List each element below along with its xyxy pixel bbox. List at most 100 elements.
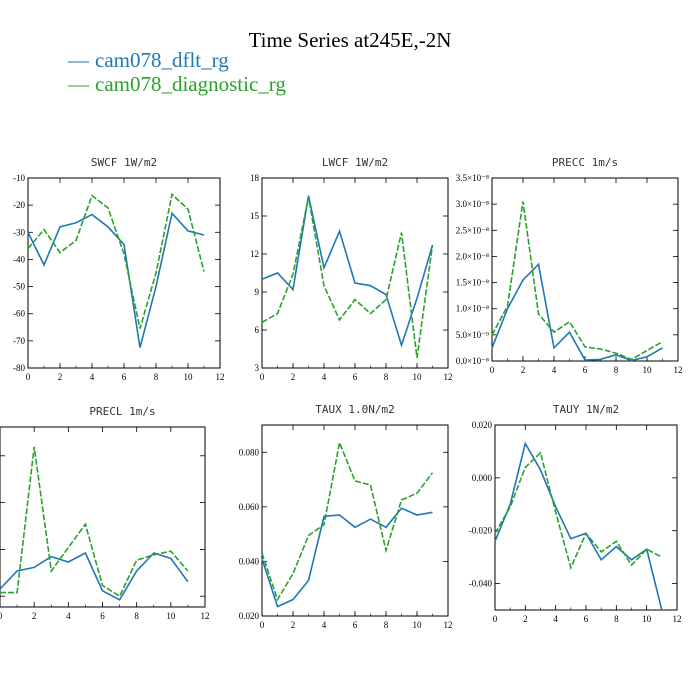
y-tick-label: 1.0×10⁻⁸	[456, 304, 489, 314]
y-tick-label: 0.060	[239, 502, 260, 512]
x-tick-label: 4	[322, 620, 327, 630]
x-tick-label: 4	[552, 365, 557, 375]
plot-frame	[0, 426, 206, 608]
x-tick-label: 8	[154, 372, 159, 382]
panel-title: SWCF 1W/m2	[91, 156, 157, 169]
series-line-diagnostic	[0, 446, 189, 598]
panel-title: LWCF 1W/m2	[322, 156, 388, 169]
x-tick-label: 10	[413, 372, 423, 382]
panel-title: TAUY 1N/m2	[553, 403, 619, 416]
series-line-diagnostic	[494, 451, 663, 571]
y-tick-label: -0.040	[469, 579, 493, 589]
x-tick-label: 8	[384, 372, 389, 382]
panel-title: TAUX 1.0N/m2	[315, 403, 394, 416]
y-tick-label: 1.5×10⁻⁸	[456, 278, 489, 288]
x-tick-label: 0	[490, 365, 495, 375]
series-line-dflt	[494, 441, 663, 611]
chart-panel-1: SWCF 1W/m2 0 2 4 6 8 10 12 -80 -70 -60 -50 -40 -30 -20…	[13, 156, 225, 382]
series-line-diagnostic	[27, 192, 205, 329]
series-line-diagnostic	[491, 201, 663, 361]
x-tick-label: 0	[26, 372, 31, 382]
chart-panel-2: LWCF 1W/m2 0 2 4 6 8 10 12 3 6 9 12 15 18	[250, 156, 453, 382]
x-tick-label: 2	[32, 611, 37, 621]
y-tick-label: 2.0×10⁻⁸	[456, 251, 489, 261]
x-tick-label: 6	[122, 372, 127, 382]
y-tick-label: 0.080	[239, 447, 260, 457]
series-line-diagnostic	[261, 439, 434, 602]
y-tick-label: 0.020	[472, 420, 493, 430]
y-tick-label: 0.020	[239, 611, 260, 621]
chart-panel-6: TAUY 1N/m2 0 2 4 6 8 10 12 -0.040 -0.020 0.000 0.02…	[469, 403, 682, 624]
plot-frame	[261, 424, 449, 617]
x-tick-label: 10	[166, 611, 176, 621]
x-tick-label: 6	[583, 365, 588, 375]
x-tick-label: 8	[614, 614, 619, 624]
x-tick-label: 8	[614, 365, 619, 375]
y-tick-label: 18	[250, 173, 260, 183]
y-tick-label: 5.0×10⁻⁹	[456, 330, 489, 340]
legend-item-diagnostic: — cam078_diagnostic_rg	[68, 72, 286, 97]
legend-item-dflt: — cam078_dflt_rg	[68, 48, 229, 73]
series-line-dflt	[261, 507, 433, 608]
x-tick-label: 4	[322, 372, 327, 382]
y-tick-label: 0.000	[472, 473, 493, 483]
legend-label: cam078_diagnostic_rg	[95, 72, 286, 96]
y-tick-label: 6	[255, 325, 260, 335]
panel-title: PRECL 1m/s	[89, 405, 155, 418]
y-tick-label: -10	[13, 173, 25, 183]
x-tick-label: 2	[291, 620, 296, 630]
x-tick-label: 2	[521, 365, 526, 375]
legend-line-icon: —	[68, 48, 89, 72]
x-tick-label: 8	[134, 611, 139, 621]
y-tick-label: -60	[13, 309, 25, 319]
page-title: Time Series at245E,-2N	[248, 28, 452, 52]
y-tick-label: 3	[255, 363, 260, 373]
y-tick-label: 15	[250, 211, 260, 221]
x-tick-label: 6	[584, 614, 589, 624]
x-tick-label: 6	[100, 611, 105, 621]
series-line-dflt	[0, 551, 189, 601]
y-tick-label: 12	[250, 249, 259, 259]
series-line-dflt	[491, 262, 663, 362]
chart-panel-3: PRECC 1m/s 0 2 4 6 8 10 12 0.0×10⁻⁸ 5.0×10⁻⁹ 1.0×1…	[456, 156, 683, 375]
x-tick-label: 4	[553, 614, 558, 624]
chart-panel-5: TAUX 1.0N/m2 0 2 4 6 8 10 12 0.020 0.040 0.060 0.08…	[239, 403, 453, 630]
y-tick-label: 9	[255, 287, 260, 297]
x-tick-label: 12	[216, 372, 225, 382]
y-tick-label: -40	[13, 254, 25, 264]
y-tick-label: 0.040	[239, 556, 260, 566]
x-tick-label: 12	[444, 620, 453, 630]
x-tick-label: 12	[444, 372, 453, 382]
y-tick-label: 3.5×10⁻⁸	[456, 173, 489, 183]
x-tick-label: 2	[291, 372, 296, 382]
panel-title: PRECC 1m/s	[552, 156, 618, 169]
series-line-diagnostic	[261, 196, 434, 359]
y-tick-label: 2.5×10⁻⁸	[456, 225, 489, 235]
series-line-dflt	[261, 195, 434, 348]
x-tick-label: 10	[413, 620, 423, 630]
y-tick-label: -20	[13, 200, 25, 210]
plot-frame	[27, 177, 221, 369]
y-tick-label: 3.0×10⁻⁸	[456, 199, 489, 209]
x-tick-label: 0	[493, 614, 498, 624]
y-tick-label: -30	[13, 227, 25, 237]
x-tick-label: 12	[201, 611, 210, 621]
legend-label: cam078_dflt_rg	[95, 48, 229, 72]
y-tick-label: -50	[13, 282, 25, 292]
x-tick-label: 6	[353, 372, 358, 382]
x-tick-label: 0	[260, 372, 265, 382]
x-tick-label: 4	[90, 372, 95, 382]
x-tick-label: 0	[0, 611, 3, 621]
x-tick-label: 0	[260, 620, 265, 630]
x-tick-label: 12	[673, 614, 682, 624]
x-tick-label: 2	[523, 614, 528, 624]
y-tick-label: 0.0×10⁻⁸	[456, 356, 489, 366]
plot-frame	[491, 177, 679, 362]
x-tick-label: 12	[674, 365, 683, 375]
y-tick-label: -80	[13, 363, 25, 373]
series-line-dflt	[27, 211, 205, 348]
x-tick-label: 10	[642, 614, 652, 624]
chart-panel-4: PRECL 1m/s0246810120×10⁻⁹0×10⁻⁹0×10⁻⁹0×1…	[0, 405, 210, 621]
x-tick-label: 8	[384, 620, 389, 630]
